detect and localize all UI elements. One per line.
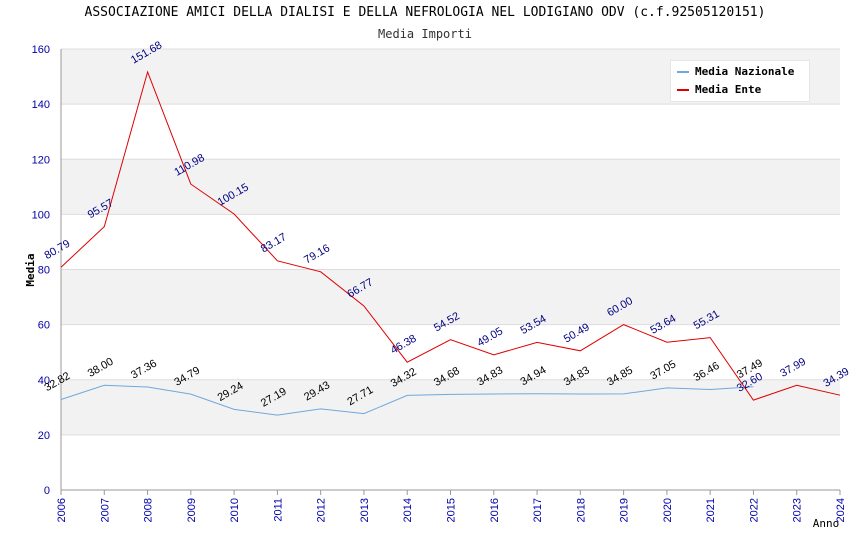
data-label-ente: 46.38 xyxy=(389,333,419,357)
x-tick-label: 2009 xyxy=(186,498,198,522)
series-line-media-ente xyxy=(60,70,841,401)
x-tick-label: 2017 xyxy=(532,498,544,522)
x-tick-label: 2020 xyxy=(662,498,674,522)
x-tick-label: 2015 xyxy=(446,498,458,522)
x-tick-labels: 2006 2007 2008 2009 2010 2011 2012 2013 2014 2015… xyxy=(56,498,847,522)
data-label-ente: 80.79 xyxy=(43,238,73,262)
y-tick-labels: 0 20 40 60 80 100 120 140 160 xyxy=(32,44,50,497)
x-tick-label: 2019 xyxy=(619,498,631,522)
legend-swatch-ente xyxy=(677,89,689,91)
data-label-ente: 49.05 xyxy=(475,325,505,349)
grid-band xyxy=(61,159,840,215)
legend-swatch-nazionale xyxy=(677,71,689,73)
x-tick-label: 2014 xyxy=(402,498,414,522)
legend-item-media-ente: Media Ente xyxy=(677,82,761,98)
x-tick-label: 2006 xyxy=(56,498,68,522)
grid-lines xyxy=(60,48,841,495)
series-line-media-nazionale xyxy=(60,384,754,416)
grid-band xyxy=(61,269,840,325)
x-tick-label: 2023 xyxy=(792,498,804,522)
data-label-ente: 37.99 xyxy=(778,356,808,380)
y-tick-label: 40 xyxy=(38,375,50,387)
x-tick-label: 2018 xyxy=(575,498,587,522)
y-tick-label: 100 xyxy=(32,209,50,221)
y-tick-label: 120 xyxy=(32,154,50,166)
x-tick-label: 2013 xyxy=(359,498,371,522)
x-tick-label: 2011 xyxy=(272,498,284,522)
x-tick-label: 2010 xyxy=(229,498,241,522)
data-label-nazionale: 37.05 xyxy=(648,358,678,382)
x-tick-label: 2012 xyxy=(316,498,328,522)
y-tick-label: 0 xyxy=(44,485,50,497)
chart-subtitle: Media Importi xyxy=(378,27,472,41)
series-lines xyxy=(60,70,841,416)
x-tick-label: 2007 xyxy=(99,498,111,522)
data-label-ente: 83.17 xyxy=(259,231,289,255)
y-tick-label: 60 xyxy=(38,320,50,332)
chart-legend: Media Nazionale Media Ente xyxy=(670,60,810,102)
y-tick-label: 80 xyxy=(38,265,50,277)
y-tick-label: 20 xyxy=(38,430,50,442)
x-tick-label: 2016 xyxy=(489,498,501,522)
x-tick-label: 2024 xyxy=(835,498,847,522)
grid-band xyxy=(61,379,840,435)
x-tick-label: 2022 xyxy=(748,498,760,522)
background-bands xyxy=(61,49,840,435)
y-axis-label: Media xyxy=(24,253,37,286)
legend-item-media-nazionale: Media Nazionale xyxy=(677,64,794,80)
chart-title: ASSOCIAZIONE AMICI DELLA DIALISI E DELLA… xyxy=(84,5,766,20)
x-axis-label: Anno xyxy=(813,517,840,530)
legend-label-nazionale: Media Nazionale xyxy=(695,65,795,78)
legend-label-ente: Media Ente xyxy=(695,83,762,96)
data-label-nazionale: 37.36 xyxy=(129,357,159,381)
x-tick-label: 2008 xyxy=(143,498,155,522)
axes xyxy=(60,49,840,491)
data-label-nazionale: 38.00 xyxy=(86,356,116,380)
data-label-ente: 79.16 xyxy=(302,242,332,266)
y-tick-label: 140 xyxy=(32,99,50,111)
y-tick-label: 160 xyxy=(32,44,50,56)
x-tick-label: 2021 xyxy=(705,498,717,522)
